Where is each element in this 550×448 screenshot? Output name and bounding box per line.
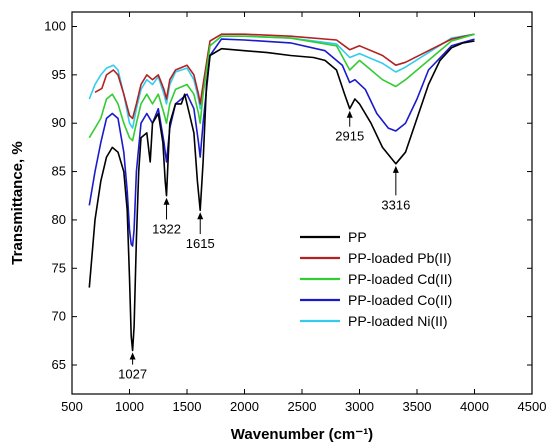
annotation-label: 1322 — [152, 222, 181, 237]
x-tick-label: 3500 — [403, 399, 432, 414]
x-tick-label: 4500 — [518, 399, 547, 414]
x-tick-label: 3000 — [345, 399, 374, 414]
plot-frame — [71, 11, 533, 395]
legend-label: PP-loaded Pb(II) — [348, 250, 452, 266]
y-tick-label: 100 — [44, 19, 66, 34]
annotation-label: 3316 — [381, 197, 410, 212]
annotation-label: 1027 — [118, 367, 147, 382]
y-tick-label: 70 — [52, 309, 66, 324]
y-tick-label: 95 — [52, 67, 66, 82]
annotation-layer: 1027 1322 1615 2915 3316 — [118, 110, 410, 382]
legend-label: PP-loaded Ni(II) — [348, 313, 448, 329]
annotation-arrowhead — [197, 212, 204, 220]
annotation-arrowhead — [129, 352, 136, 360]
x-tick-label: 2500 — [288, 399, 317, 414]
annotation-arrowhead — [163, 197, 170, 205]
y-tick-label: 80 — [52, 212, 66, 227]
y-axis-label: Transmittance, % — [9, 141, 26, 264]
x-tick-label: 500 — [61, 399, 83, 414]
x-tick-label: 4000 — [460, 399, 489, 414]
annotation-label: 2915 — [335, 129, 364, 144]
legend-label: PP-loaded Cd(II) — [348, 271, 452, 287]
y-tick-label: 90 — [52, 115, 66, 130]
series-line-1 — [94, 33, 475, 120]
y-tick-label: 65 — [52, 357, 66, 372]
legend-label: PP — [348, 229, 367, 245]
annotation-arrowhead — [392, 165, 399, 173]
x-axis: 500 1000 1500 2000 2500 3000 3500 4000 4500 — [61, 12, 546, 414]
y-axis: 65 70 75 80 85 90 95 100 — [44, 19, 532, 372]
y-tick-label: 75 — [52, 260, 66, 275]
series-line-3 — [88, 38, 475, 247]
annotation-arrowhead — [346, 110, 353, 118]
x-tick-label: 1000 — [115, 399, 144, 414]
annotation-label: 1615 — [186, 236, 215, 251]
x-axis-label: Wavenumber (cm⁻¹) — [231, 426, 373, 443]
x-tick-label: 2000 — [230, 399, 259, 414]
series-layer — [88, 33, 475, 352]
series-line-2 — [88, 33, 475, 142]
series-line-0 — [88, 40, 475, 352]
legend: PP PP-loaded Pb(II) PP-loaded Cd(II) PP-loa… — [300, 229, 452, 329]
legend-label: PP-loaded Co(II) — [348, 292, 452, 308]
y-tick-label: 85 — [52, 164, 66, 179]
x-tick-label: 1500 — [173, 399, 202, 414]
